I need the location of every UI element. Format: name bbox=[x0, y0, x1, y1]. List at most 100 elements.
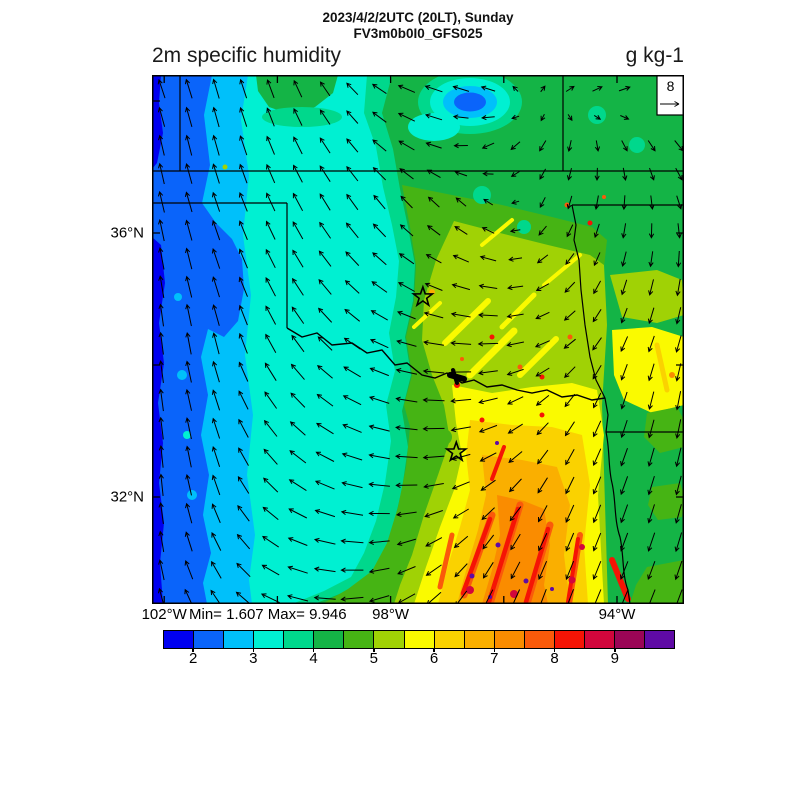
wind-vector-arrow bbox=[185, 275, 193, 298]
colorbar-tick-label: 7 bbox=[490, 650, 499, 667]
colorbar-segment bbox=[374, 631, 405, 648]
wind-vector-arrow bbox=[185, 134, 193, 156]
wind-vector-arrow bbox=[450, 311, 471, 318]
wind-vector-arrow bbox=[158, 162, 165, 185]
wind-vector-arrow bbox=[262, 535, 279, 548]
colorbar-segment bbox=[645, 631, 675, 648]
wind-vector-arrow bbox=[565, 253, 575, 266]
wind-vector-arrow bbox=[567, 114, 573, 122]
wind-vector-arrow bbox=[538, 561, 548, 580]
wind-vector-arrow bbox=[618, 85, 631, 92]
wind-vector-arrow bbox=[340, 509, 364, 516]
wind-vector-arrow bbox=[238, 276, 248, 297]
wind-vector-arrow bbox=[594, 167, 600, 181]
wind-vector-arrow bbox=[212, 134, 220, 156]
wind-vector-arrow bbox=[185, 106, 193, 128]
wind-vector-arrow bbox=[454, 226, 468, 235]
wind-vector-arrow bbox=[238, 220, 248, 240]
wind-vector-arrow bbox=[506, 313, 524, 319]
wind-vector-arrow bbox=[647, 307, 655, 325]
wind-vector-arrow bbox=[675, 391, 682, 411]
wind-vector-arrow bbox=[621, 251, 627, 268]
wind-vector-arrow bbox=[647, 504, 655, 524]
colorbar-tick bbox=[252, 648, 255, 652]
wind-vector-arrow bbox=[540, 85, 546, 93]
wind-vector-arrow bbox=[397, 282, 415, 292]
wind-vector-arrow bbox=[340, 538, 364, 544]
wind-vector-arrow bbox=[566, 195, 573, 210]
wind-vector-arrow bbox=[621, 195, 627, 211]
wind-vector-arrow bbox=[593, 114, 602, 120]
wind-vector-arrow bbox=[346, 165, 359, 182]
wind-vector-arrow bbox=[211, 474, 221, 496]
wind-vector-arrow bbox=[342, 395, 362, 406]
wind-vector-arrow bbox=[621, 223, 627, 239]
wind-vector-arrow bbox=[211, 389, 221, 411]
wind-vector-arrow bbox=[343, 366, 361, 378]
colorbar-tick-label: 9 bbox=[610, 650, 619, 667]
wind-vector-arrow bbox=[346, 110, 359, 124]
wind-vector-arrow bbox=[286, 594, 309, 602]
wind-vector-arrow bbox=[211, 219, 221, 241]
wind-vector-arrow bbox=[265, 305, 277, 325]
wind-vector-arrow bbox=[510, 533, 521, 551]
wind-vector-arrow bbox=[480, 85, 496, 92]
colorbar-segment bbox=[464, 631, 495, 648]
wind-vector-arrow bbox=[291, 306, 305, 324]
wind-vector-arrow bbox=[424, 510, 443, 518]
colorbar-tick-label: 8 bbox=[550, 650, 559, 667]
wind-vectors bbox=[157, 78, 684, 609]
wind-vector-arrow bbox=[395, 482, 418, 488]
wind-vector-arrow bbox=[394, 453, 418, 460]
wind-vector-arrow bbox=[647, 335, 655, 353]
colorbar-segment bbox=[164, 631, 195, 648]
wind-vector-arrow bbox=[564, 421, 575, 437]
wind-vector-arrow bbox=[346, 82, 359, 96]
wind-vector-arrow bbox=[238, 447, 249, 466]
wind-vector-arrow bbox=[345, 251, 360, 266]
wind-vector-arrow bbox=[479, 255, 497, 262]
wind-vector-arrow bbox=[316, 365, 333, 379]
map-frame bbox=[152, 75, 684, 604]
wind-vector-arrow bbox=[648, 223, 655, 239]
wind-vector-arrow bbox=[184, 219, 193, 241]
wind-vector-arrow bbox=[450, 426, 471, 433]
wind-vector-arrow bbox=[211, 247, 221, 269]
wind-vector-arrow bbox=[647, 419, 655, 439]
variable-title: 2m specific humidity bbox=[152, 44, 342, 67]
wind-vector-arrow bbox=[425, 141, 442, 149]
wind-vector-arrow bbox=[238, 361, 249, 382]
wind-vector-arrow bbox=[237, 504, 250, 522]
wind-vector-arrow bbox=[238, 192, 248, 212]
wind-vector-arrow bbox=[341, 481, 363, 489]
plot-title-date: 2023/4/2/2UTC (20LT), Sunday bbox=[322, 10, 514, 25]
wind-vector-arrow bbox=[211, 560, 222, 579]
wind-vector-arrow bbox=[592, 476, 602, 495]
colorbar-tick-label: 6 bbox=[429, 650, 439, 667]
wind-vector-arrow bbox=[593, 223, 600, 239]
wind-vector-arrow bbox=[536, 422, 549, 436]
wind-vector-arrow bbox=[592, 365, 602, 380]
wind-vector-arrow bbox=[424, 85, 443, 93]
wind-vector-arrow bbox=[450, 398, 472, 404]
wind-vector-arrow bbox=[674, 475, 682, 496]
wind-vector-arrow bbox=[620, 532, 629, 552]
wind-vector-arrow bbox=[265, 220, 276, 240]
wind-vector-arrow bbox=[158, 559, 165, 581]
wind-vector-arrow bbox=[423, 340, 444, 346]
wind-vector-arrow bbox=[293, 108, 303, 126]
wind-vector-arrow bbox=[479, 452, 497, 462]
humidity-map: 8 bbox=[152, 70, 685, 609]
wind-vector-arrow bbox=[592, 309, 602, 323]
wind-vector-arrow bbox=[340, 567, 364, 573]
wind-vector-arrow bbox=[593, 252, 601, 267]
wind-vector-arrow bbox=[235, 591, 252, 605]
wind-vector-arrow bbox=[313, 537, 336, 545]
wind-vector-arrow bbox=[450, 340, 472, 346]
wind-vector-arrow bbox=[292, 249, 304, 268]
wind-vector-arrow bbox=[317, 336, 333, 351]
wind-vector-arrow bbox=[370, 310, 388, 321]
wind-vector-arrow bbox=[319, 193, 331, 211]
wind-vector-arrow bbox=[313, 566, 336, 573]
